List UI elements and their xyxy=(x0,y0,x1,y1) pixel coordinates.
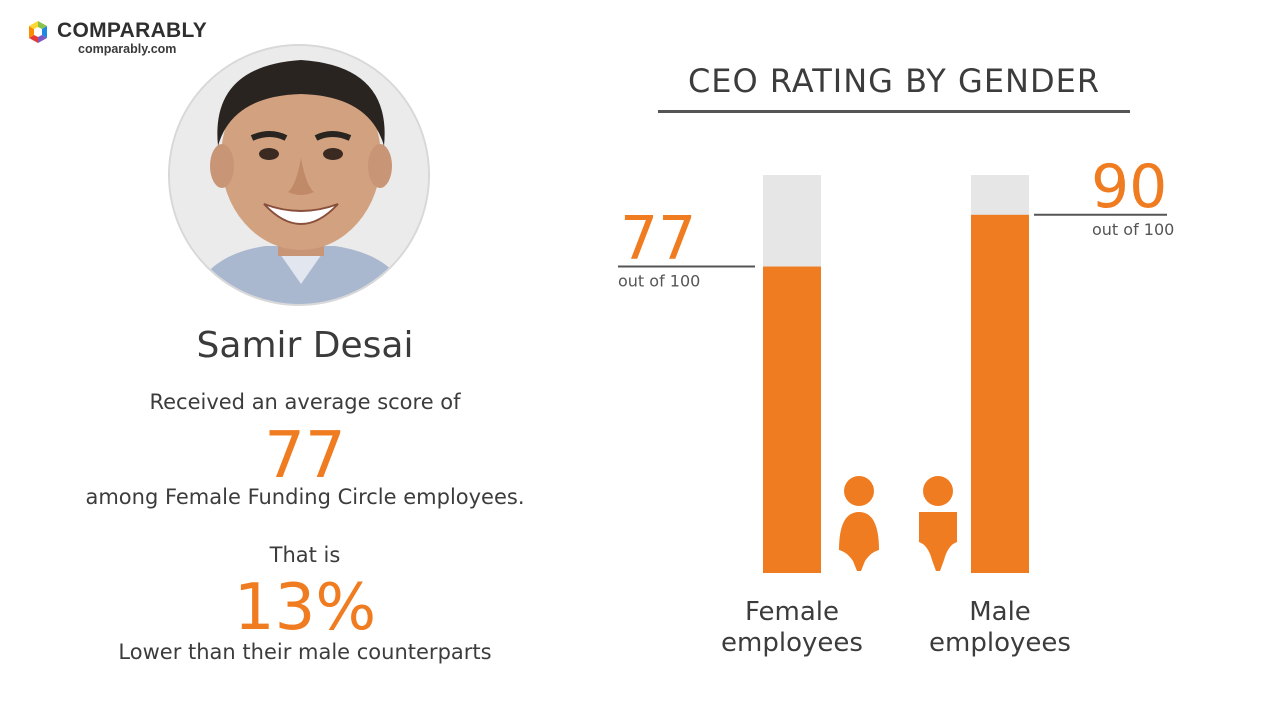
difference-context-text: Lower than their male counterparts xyxy=(118,640,492,664)
score-intro-text: Received an average score of xyxy=(149,390,461,414)
comparably-logo: COMPARABLY comparably.com xyxy=(26,18,216,60)
difference-percent: 13% xyxy=(233,571,377,645)
value-label-male-employees: 90 xyxy=(1091,152,1167,222)
chart-title-rule xyxy=(658,110,1130,113)
value-caption-female-employees: out of 100 xyxy=(618,272,700,291)
male-icon-body xyxy=(919,512,957,571)
ceo-avatar xyxy=(168,44,430,306)
ceo-portrait-image xyxy=(170,46,428,304)
category-label-male-employees-line-1: Male xyxy=(969,597,1031,627)
chart-title: CEO RATING BY GENDER xyxy=(687,62,1101,100)
bar-male-employees xyxy=(971,214,1029,574)
category-label-male-employees-line-2: employees xyxy=(929,628,1071,658)
female-icon-body xyxy=(839,512,879,571)
ceo-name: Samir Desai xyxy=(196,325,414,366)
average-score: 77 xyxy=(264,419,346,493)
difference-intro-text: That is xyxy=(269,543,341,567)
comparably-logo-icon xyxy=(29,21,47,43)
category-label-female-employees-line-1: Female xyxy=(745,597,839,627)
female-icon xyxy=(844,476,874,506)
score-context-text: among Female Funding Circle employees. xyxy=(85,485,525,509)
brand-name: COMPARABLY xyxy=(57,19,208,42)
male-icon xyxy=(923,476,953,506)
value-label-female-employees: 77 xyxy=(620,204,696,274)
category-label-female-employees-line-2: employees xyxy=(721,628,863,658)
brand-url[interactable]: comparably.com xyxy=(78,42,177,56)
bar-female-employees xyxy=(763,266,821,573)
value-caption-male-employees: out of 100 xyxy=(1092,220,1174,239)
